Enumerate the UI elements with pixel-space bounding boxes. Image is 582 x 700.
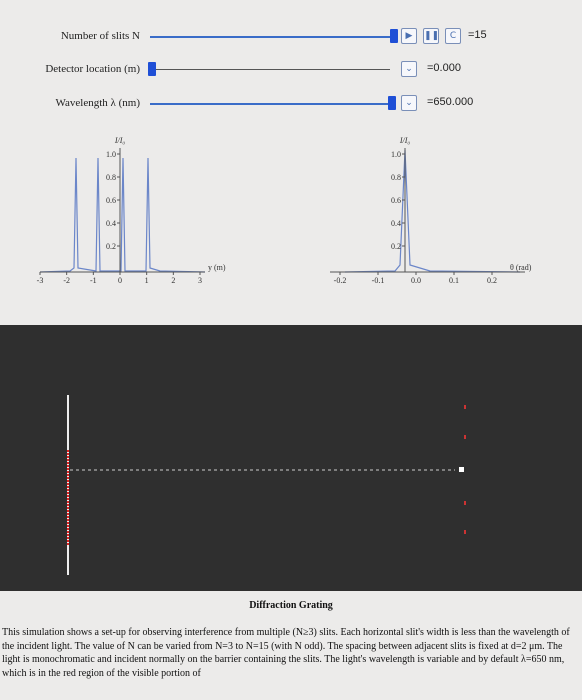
expand-button[interactable]: ⌄ [401,61,417,77]
control-value: =650.000 [427,96,474,108]
simulation-canvas [67,395,466,575]
y-tick-label: 0.8 [106,173,116,182]
reset-button[interactable]: C [445,28,461,44]
x-tick-label: -0.1 [372,276,385,285]
control-label: Number of slits N [60,30,140,42]
x-tick-label: 0 [118,276,122,285]
simulation-view [0,325,582,591]
y-axis-label: I/I₀ [114,136,126,145]
y-tick-label: 0.2 [391,242,401,251]
slider-track[interactable] [150,69,390,70]
x-tick-label: -2 [63,276,70,285]
x-tick-label: -1 [90,276,97,285]
detector[interactable] [459,467,464,472]
play-button[interactable]: ▶ [401,28,417,44]
slider-thumb[interactable] [390,29,398,43]
control-value: =0.000 [427,62,461,74]
y-tick-label: 0.4 [106,219,116,228]
plots: I/I₀ y (m) 1.0 0.8 0.6 0.4 0.2 -3 -2 -1 0 1 2 3 I/I₀ θ … [37,136,532,285]
y-tick-label: 0.6 [391,196,401,205]
x-tick-label: 1 [145,276,149,285]
x-tick-label: 2 [171,276,175,285]
y-tick-label: 0.8 [391,173,401,182]
slider-thumb[interactable] [388,96,396,110]
y-tick-label: 0.4 [391,219,401,228]
caption-text: This simulation shows a set-up for obser… [2,627,570,679]
caption-title: Diffraction Grating [249,600,333,611]
x-tick-label: 0.0 [411,276,421,285]
slider-thumb[interactable] [148,62,156,76]
bright-fringes [464,405,466,534]
control-label: Detector location (m) [45,63,140,75]
x-tick-label: 3 [198,276,202,285]
x-axis-label: θ (rad) [510,263,532,272]
expand-button[interactable]: ⌄ [401,95,417,111]
pause-button[interactable]: ❚❚ [423,28,439,44]
intensity-curve [39,149,521,273]
slider-track[interactable] [150,36,394,38]
control-label: Wavelength λ (nm) [55,97,140,109]
y-tick-label: 0.6 [106,196,116,205]
y-tick-label: 0.2 [106,242,116,251]
x-tick-label: 0.1 [449,276,459,285]
y-tick-label: 1.0 [391,150,401,159]
x-tick-label: 0.2 [487,276,497,285]
x-tick-label: -3 [37,276,44,285]
control-value: =15 [468,29,487,41]
x-axis-label: y (m) [208,263,226,272]
slider-track[interactable] [150,103,394,105]
x-tick-label: -0.2 [334,276,347,285]
y-axis-label: I/I₀ [399,136,411,145]
y-tick-label: 1.0 [106,150,116,159]
